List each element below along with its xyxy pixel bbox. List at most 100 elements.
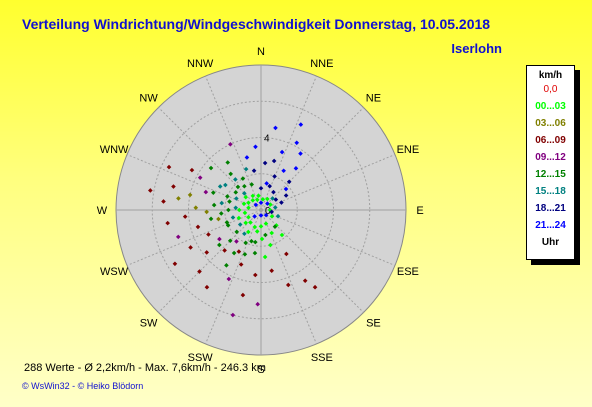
data-point	[283, 186, 289, 192]
data-point	[258, 224, 264, 229]
data-point	[279, 149, 285, 155]
data-point	[222, 248, 227, 253]
data-point	[217, 184, 223, 189]
data-point	[148, 188, 153, 193]
legend-range-0: 00...03	[535, 101, 566, 112]
legend-unit: km/h	[538, 70, 563, 81]
data-point	[258, 200, 264, 206]
data-point	[250, 197, 256, 203]
data-point	[265, 201, 270, 206]
data-point	[281, 168, 286, 174]
data-point	[241, 201, 247, 207]
data-point	[243, 194, 249, 200]
data-point	[244, 155, 250, 160]
data-point	[275, 213, 281, 219]
direction-label-nnw: NNW	[187, 58, 214, 70]
direction-label-nne: NNE	[310, 58, 333, 70]
data-point	[225, 194, 230, 199]
data-point	[262, 160, 268, 166]
data-point	[193, 205, 199, 211]
ring-label-4: 4	[264, 134, 270, 145]
rose-background: N NNE NE ENE E ESE SE SSE S SSW SW WSW W WNW NW NNW 0 4	[97, 46, 424, 376]
data-point	[176, 196, 181, 201]
data-point	[263, 212, 269, 218]
rose-spoke-5	[260, 209, 396, 266]
data-point	[270, 196, 275, 201]
data-point	[269, 209, 275, 215]
data-point	[286, 179, 292, 185]
data-point	[172, 261, 178, 267]
data-point	[271, 158, 277, 164]
data-point	[251, 168, 257, 174]
data-point	[312, 284, 318, 290]
data-point	[298, 151, 303, 156]
data-point	[273, 197, 279, 202]
legend-hour-label: Uhr	[541, 237, 560, 248]
data-point	[235, 184, 241, 190]
data-point	[166, 164, 172, 170]
legend-range-4: 12...15	[535, 169, 566, 180]
data-point	[252, 214, 257, 219]
data-point	[234, 196, 239, 201]
data-point	[234, 229, 240, 235]
data-point	[236, 249, 242, 254]
legend-range-1: 03...06	[535, 118, 566, 129]
direction-label-wnw: WNW	[100, 144, 129, 156]
data-point	[217, 242, 222, 248]
data-point	[284, 251, 289, 257]
data-point	[246, 205, 251, 211]
data-point	[293, 166, 299, 171]
data-point	[224, 220, 230, 225]
data-point	[204, 250, 210, 255]
direction-label-sse: SSE	[311, 352, 333, 364]
direction-label-w: W	[97, 205, 108, 217]
data-point	[197, 269, 202, 274]
data-point	[253, 272, 258, 278]
data-point	[217, 236, 222, 242]
data-point	[254, 229, 260, 234]
data-point	[272, 224, 278, 229]
data-point	[230, 215, 236, 220]
data-point	[236, 215, 242, 221]
data-point	[187, 192, 193, 198]
data-point	[265, 196, 270, 202]
data-point	[204, 209, 209, 215]
data-point	[252, 224, 258, 230]
data-point	[253, 144, 258, 150]
data-point	[237, 222, 243, 227]
data-point	[211, 190, 216, 195]
legend-range-2: 06...09	[535, 135, 566, 146]
rose-points	[148, 122, 318, 318]
legend: km/h 0,0 00...03 03...06 06...09 09...12 12.…	[526, 65, 575, 260]
data-point	[188, 245, 193, 250]
data-point	[216, 216, 221, 222]
data-point	[240, 292, 246, 298]
data-point	[208, 216, 214, 222]
data-point	[242, 251, 248, 257]
data-point	[254, 197, 260, 203]
data-point	[264, 181, 269, 186]
data-point	[279, 200, 284, 205]
data-point	[228, 171, 234, 177]
data-point	[258, 185, 264, 191]
data-point	[263, 221, 269, 226]
data-point	[249, 182, 255, 187]
legend-range-5: 15...18	[535, 186, 566, 197]
data-point	[182, 214, 188, 219]
data-point	[236, 207, 242, 213]
data-point	[274, 223, 279, 228]
data-point	[165, 220, 170, 226]
direction-label-ssw: SSW	[188, 352, 214, 364]
rose-spoke-2	[260, 107, 364, 211]
stats-line: 288 Werte - Ø 2,2km/h - Max. 7,6km/h - 2…	[24, 362, 266, 374]
data-point	[260, 196, 266, 202]
data-point	[256, 193, 261, 199]
data-point	[203, 189, 209, 195]
data-point	[267, 183, 272, 189]
data-point	[285, 282, 291, 288]
rose-spoke-13	[126, 154, 262, 211]
location-label: Iserlohn	[451, 41, 502, 56]
data-point	[298, 122, 304, 127]
